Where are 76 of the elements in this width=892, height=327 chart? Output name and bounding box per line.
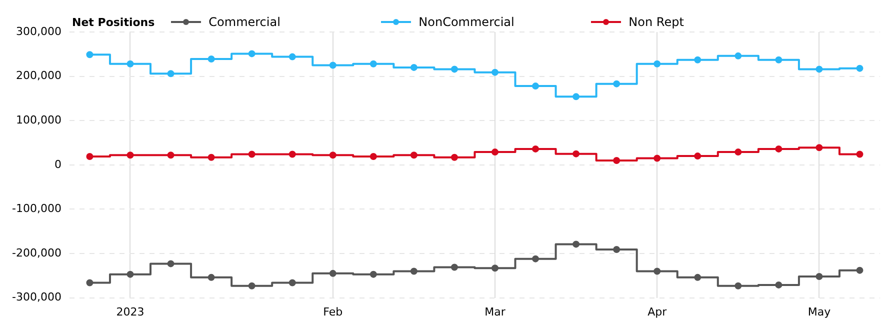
x-tick-label: Mar (484, 305, 506, 318)
point (370, 152, 377, 160)
point (126, 152, 134, 159)
point (532, 82, 540, 90)
point (410, 152, 418, 159)
point (613, 80, 620, 88)
point (613, 246, 620, 254)
point (329, 152, 336, 159)
point (734, 148, 742, 156)
point (734, 282, 742, 290)
point (532, 145, 540, 152)
point (370, 60, 377, 68)
y-tick-label: -300,000 (12, 290, 62, 304)
point (532, 255, 540, 262)
point (86, 279, 94, 286)
legend-title: Net Positions (72, 16, 155, 28)
y-tick-label: 300,000 (16, 24, 62, 38)
point (816, 273, 823, 280)
point (694, 56, 702, 64)
point (86, 51, 94, 58)
x-tick-label: Feb (323, 305, 343, 318)
point (208, 56, 215, 63)
point (654, 60, 661, 68)
point (654, 154, 661, 162)
point (734, 52, 742, 60)
point (410, 64, 418, 71)
point (167, 152, 174, 159)
point (208, 274, 215, 281)
point (208, 154, 215, 161)
point (167, 260, 174, 268)
point (329, 270, 336, 277)
point (450, 66, 458, 73)
y-tick-label: 0 (54, 158, 62, 171)
point (491, 68, 498, 76)
x-tick-label: 2023 (116, 305, 144, 318)
legend-label: Non Rept (628, 15, 684, 29)
point (856, 64, 864, 72)
point (86, 152, 94, 160)
point (572, 93, 580, 100)
point (775, 145, 782, 152)
point (694, 152, 702, 160)
point (450, 154, 458, 161)
legend-label: Commercial (208, 15, 280, 29)
legend-label: NonCommercial (418, 15, 514, 29)
point (248, 50, 256, 58)
y-tick-label: 100,000 (16, 113, 62, 126)
point (816, 66, 823, 73)
point (370, 270, 377, 278)
point (775, 281, 782, 288)
point (613, 156, 620, 164)
point (450, 264, 458, 271)
point (856, 266, 864, 274)
point (572, 150, 580, 158)
point (288, 150, 296, 158)
point (248, 282, 256, 290)
point (572, 240, 580, 248)
point (694, 274, 702, 281)
y-tick-label: 200,000 (16, 69, 62, 82)
point (288, 53, 296, 60)
point (167, 70, 174, 78)
point (775, 56, 782, 64)
point (126, 60, 134, 68)
point (248, 150, 256, 158)
point (329, 62, 336, 69)
y-tick-label: -200,000 (12, 246, 62, 260)
point (816, 144, 823, 152)
point (491, 148, 498, 156)
point (410, 268, 418, 275)
x-tick-label: May (808, 305, 832, 318)
point (126, 270, 134, 278)
y-tick-label: -100,000 (12, 202, 62, 216)
x-tick-label: Apr (648, 305, 668, 318)
point (856, 150, 864, 158)
point (491, 264, 498, 272)
point (654, 268, 661, 275)
point (288, 279, 296, 286)
